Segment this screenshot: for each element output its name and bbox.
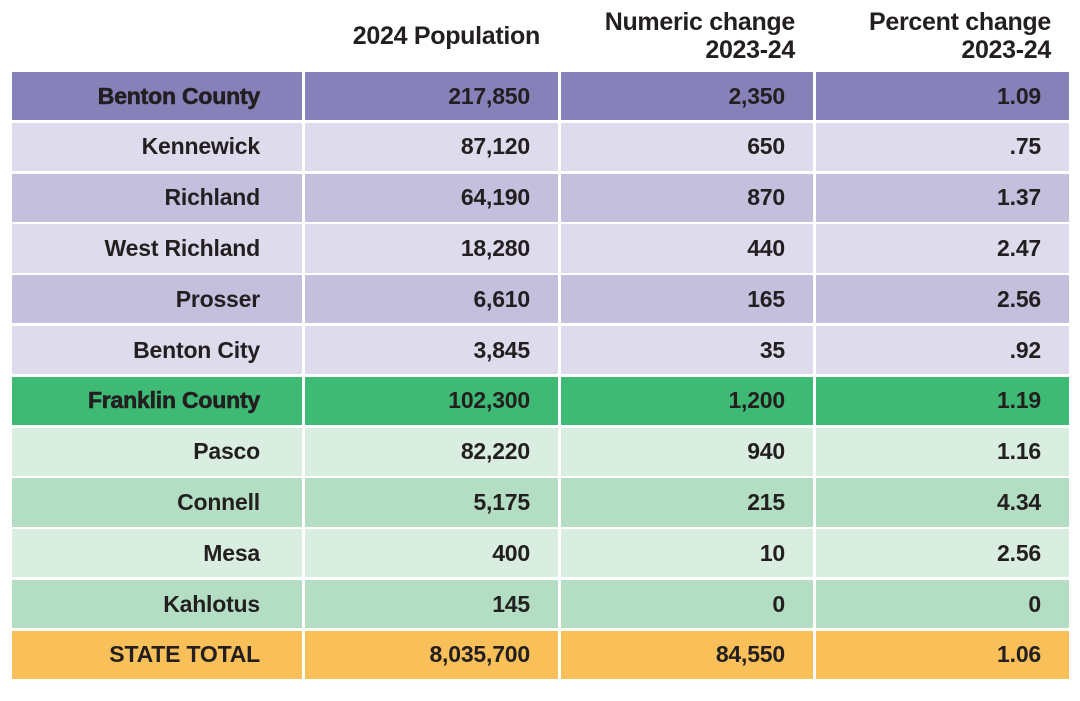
state-total-population-cell: 8,035,700 — [305, 630, 558, 680]
kahlotus-numeric-change-cell: 0 — [561, 579, 813, 629]
benton-city-numeric-change-cell: 35 — [561, 325, 813, 375]
franklin-county-name-cell: Franklin County — [12, 376, 302, 426]
header-numeric-change: Numeric change 2023-24 — [604, 8, 796, 64]
mesa-population-cell: 400 — [305, 529, 558, 578]
connell-population-cell: 5,175 — [305, 478, 558, 527]
benton-county-numeric-change-cell: 2,350 — [561, 72, 813, 121]
table-header: 2024 Population Numeric change 2023-24 P… — [12, 0, 1069, 72]
west-richland-population-cell: 18,280 — [305, 224, 558, 273]
pasco-name-cell: Pasco — [12, 427, 302, 476]
benton-county-population-cell: 217,850 — [305, 72, 558, 121]
pasco-numeric-change-cell: 940 — [561, 427, 813, 476]
header-population: 2024 Population — [352, 22, 541, 50]
prosser-population-cell: 6,610 — [305, 275, 558, 324]
kennewick-percent-change-cell: .75 — [816, 122, 1069, 172]
table-body: Benton County 217,850 2,350 1.09 Kennewi… — [12, 72, 1069, 680]
mesa-percent-change-cell: 2.56 — [816, 529, 1069, 578]
connell-percent-change-cell: 4.34 — [816, 478, 1069, 527]
richland-percent-change-cell: 1.37 — [816, 173, 1069, 222]
benton-city-percent-change-cell: .92 — [816, 325, 1069, 375]
west-richland-numeric-change-cell: 440 — [561, 224, 813, 273]
header-percent-change: Percent change 2023-24 — [869, 8, 1051, 64]
population-table: 2024 Population Numeric change 2023-24 P… — [12, 0, 1069, 680]
connell-name-cell: Connell — [12, 478, 302, 527]
kennewick-population-cell: 87,120 — [305, 122, 558, 172]
state-total-name-cell: STATE TOTAL — [12, 630, 302, 680]
west-richland-percent-change-cell: 2.47 — [816, 224, 1069, 273]
kahlotus-population-cell: 145 — [305, 579, 558, 629]
prosser-name-cell: Prosser — [12, 275, 302, 324]
state-total-percent-change-cell: 1.06 — [816, 630, 1069, 680]
richland-name-cell: Richland — [12, 173, 302, 222]
mesa-numeric-change-cell: 10 — [561, 529, 813, 578]
kahlotus-name-cell: Kahlotus — [12, 579, 302, 629]
franklin-county-percent-change-cell: 1.19 — [816, 376, 1069, 426]
west-richland-name-cell: West Richland — [12, 224, 302, 273]
pasco-population-cell: 82,220 — [305, 427, 558, 476]
benton-county-percent-change-cell: 1.09 — [816, 72, 1069, 121]
prosser-percent-change-cell: 2.56 — [816, 275, 1069, 324]
mesa-name-cell: Mesa — [12, 529, 302, 578]
prosser-numeric-change-cell: 165 — [561, 275, 813, 324]
richland-population-cell: 64,190 — [305, 173, 558, 222]
kennewick-numeric-change-cell: 650 — [561, 122, 813, 172]
benton-city-name-cell: Benton City — [12, 325, 302, 375]
pasco-percent-change-cell: 1.16 — [816, 427, 1069, 476]
richland-numeric-change-cell: 870 — [561, 173, 813, 222]
franklin-county-numeric-change-cell: 1,200 — [561, 376, 813, 426]
kahlotus-percent-change-cell: 0 — [816, 579, 1069, 629]
state-total-numeric-change-cell: 84,550 — [561, 630, 813, 680]
kennewick-name-cell: Kennewick — [12, 122, 302, 172]
benton-city-population-cell: 3,845 — [305, 325, 558, 375]
benton-county-name-cell: Benton County — [12, 72, 302, 121]
connell-numeric-change-cell: 215 — [561, 478, 813, 527]
franklin-county-population-cell: 102,300 — [305, 376, 558, 426]
